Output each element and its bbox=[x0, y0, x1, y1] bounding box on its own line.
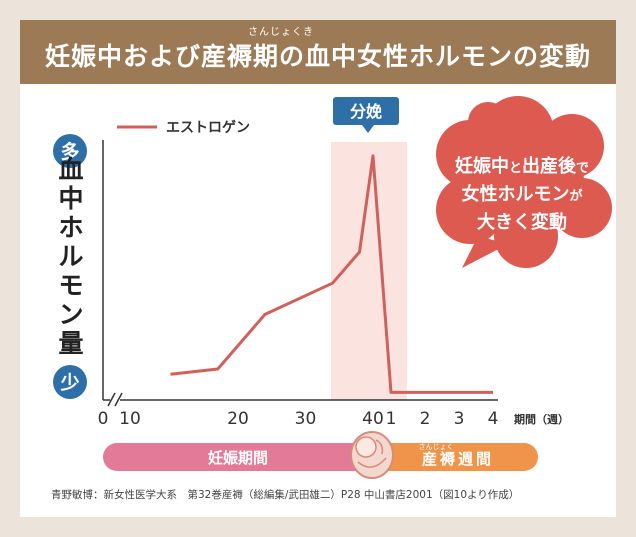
x-axis-unit: 期間（週） bbox=[514, 412, 569, 426]
annotation-line: 妊娠中と出産後で bbox=[455, 155, 589, 177]
x-tick-label: 0 bbox=[98, 409, 109, 429]
postpartum-period-label: 産褥週間 bbox=[422, 450, 494, 468]
title-bar: さんじょくき 妊娠中および産褥期の血中女性ホルモンの変動 bbox=[20, 20, 616, 84]
title-ruby: さんじょくき bbox=[248, 27, 314, 38]
x-tick-label: 3 bbox=[454, 409, 465, 429]
y-high-label: 多 bbox=[60, 140, 79, 163]
annotation-bubble bbox=[436, 96, 612, 268]
x-tick-label: 2 bbox=[420, 409, 431, 429]
x-tick-label: 10 bbox=[119, 409, 141, 429]
axis-break-mark bbox=[107, 392, 116, 407]
baby-illustration bbox=[350, 431, 394, 479]
annotation-line: 大きく変動 bbox=[477, 211, 567, 233]
delivery-label: 分娩 bbox=[350, 102, 382, 121]
estrogen-line bbox=[170, 154, 493, 394]
y-low-label: 少 bbox=[59, 372, 79, 394]
postpartum-ruby: さんじょく bbox=[419, 443, 454, 451]
x-tick-label: 30 bbox=[295, 409, 317, 429]
source-citation: 青野敏博：新女性医学大系 第32巻産褥（総編集/武田雄二）P28 中山書店200… bbox=[51, 488, 519, 501]
y-axis-label: 血中ホルモン量 bbox=[58, 155, 83, 358]
postpartum-period-bar bbox=[367, 443, 538, 471]
axis-break-gap bbox=[110, 393, 120, 407]
pregnancy-period-bar bbox=[103, 443, 371, 471]
legend-label-estrogen: エストロゲン bbox=[166, 119, 250, 136]
delivery-label-pointer bbox=[362, 125, 374, 133]
pregnancy-period-label: 妊娠期間 bbox=[208, 449, 268, 467]
x-tick-labels: 0 10 20 30 40 1 2 3 4 bbox=[98, 409, 499, 429]
y-high-badge bbox=[53, 134, 87, 168]
x-tick-label: 1 bbox=[386, 409, 397, 429]
y-low-badge bbox=[53, 365, 87, 399]
delivery-label-box bbox=[333, 97, 399, 125]
x-tick-label: 4 bbox=[488, 409, 499, 429]
annotation-line: 女性ホルモンが bbox=[461, 183, 582, 205]
chart-title: 妊娠中および産褥期の血中女性ホルモンの変動 bbox=[44, 42, 591, 71]
x-tick-label: 20 bbox=[227, 409, 249, 429]
x-tick-label: 40 bbox=[362, 409, 384, 429]
axis-break-mark bbox=[114, 392, 123, 407]
